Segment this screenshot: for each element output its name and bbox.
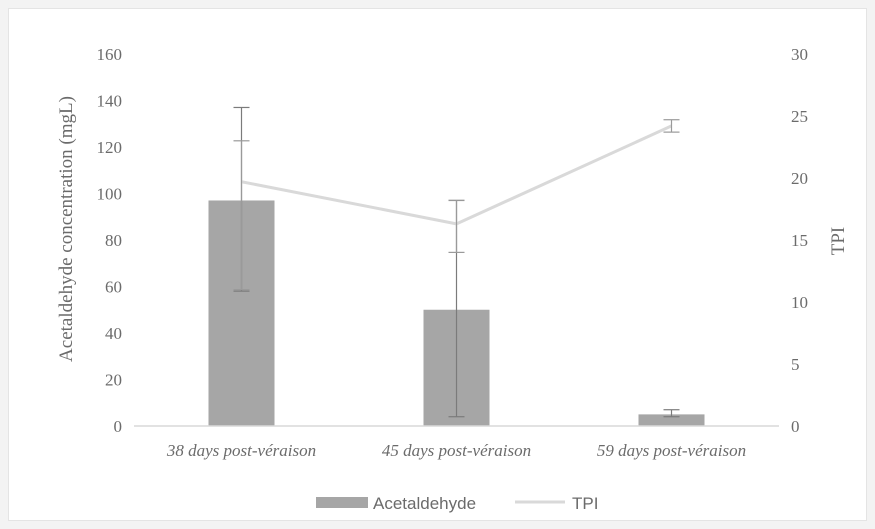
legend: Acetaldehyde TPI xyxy=(316,494,598,513)
y-tick-label: 140 xyxy=(97,92,123,111)
y-right-tick-label: 20 xyxy=(791,169,808,188)
y-axis-title: Acetaldehyde concentration (mgL) xyxy=(56,96,77,362)
chart-canvas: 0 20 40 60 80 100 120 140 160 0 5 10 15 20 25 30 38 da… xyxy=(56,45,849,513)
y-right-tick-label: 10 xyxy=(791,293,808,312)
y-tick-label: 0 xyxy=(114,417,123,436)
y-tick-label: 100 xyxy=(97,185,123,204)
category-axis-labels: 38 days post-véraison 45 days post-vérais… xyxy=(166,441,746,460)
y-right-tick-label: 25 xyxy=(791,107,808,126)
acetaldehyde-bar xyxy=(638,414,705,426)
legend-swatch-acetaldehyde xyxy=(316,497,368,508)
y-tick-label: 120 xyxy=(97,138,123,157)
y-right-tick-label: 0 xyxy=(791,417,800,436)
y-tick-label: 20 xyxy=(105,371,122,390)
x-category-label: 59 days post-véraison xyxy=(597,441,746,460)
y-right-tick-label: 5 xyxy=(791,355,800,374)
tpi-error-bar xyxy=(663,119,680,133)
tpi-error-bar xyxy=(448,199,465,253)
y-tick-label: 60 xyxy=(105,278,122,297)
y-tick-label: 160 xyxy=(97,45,123,64)
y-right-tick-label: 15 xyxy=(791,231,808,250)
y-tick-label: 80 xyxy=(105,231,122,250)
x-category-label: 38 days post-véraison xyxy=(166,441,316,460)
right-axis-ticks: 0 5 10 15 20 25 30 xyxy=(791,45,808,436)
legend-label-tpi: TPI xyxy=(572,494,598,513)
x-category-label: 45 days post-véraison xyxy=(382,441,531,460)
chart-card: 0 20 40 60 80 100 120 140 160 0 5 10 15 20 25 30 38 da… xyxy=(8,8,867,521)
acetaldehyde-error-bar xyxy=(663,409,680,418)
y-tick-label: 40 xyxy=(105,324,122,343)
y-right-tick-label: 30 xyxy=(791,45,808,64)
left-axis-ticks: 0 20 40 60 80 100 120 140 160 xyxy=(97,45,123,436)
tpi-error-bars-layer xyxy=(233,119,680,291)
tpi-error-bar xyxy=(233,140,250,291)
y-axis-right-title: TPI xyxy=(828,227,849,256)
legend-label-acetaldehyde: Acetaldehyde xyxy=(373,494,476,513)
